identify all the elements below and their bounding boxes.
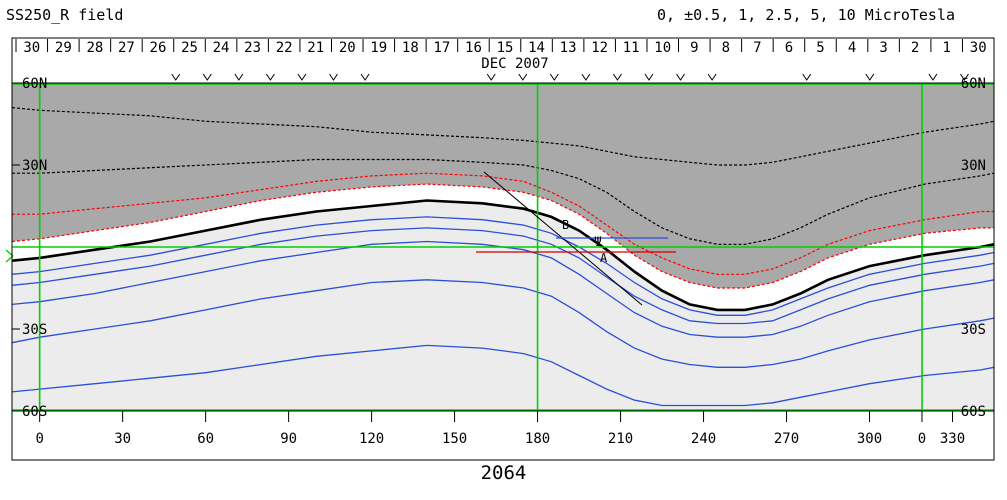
lon-tick-label: 240 — [691, 431, 716, 447]
day-tick-label: 17 — [433, 40, 450, 56]
synoptic-map-chart: B Ψ A 30 29 28 27 26 25 24 23 22 21 20 19 18 17 16 15 14… — [5, 37, 995, 461]
v-mark — [171, 73, 181, 81]
month-label: DEC 2007 — [481, 56, 548, 72]
latitude-labels: 60N 60N 30N 30N 30S 30S 60S 60S — [12, 76, 986, 420]
v-mark — [613, 73, 622, 81]
day-tick-label: 3 — [879, 40, 887, 56]
v-mark — [928, 73, 938, 81]
day-tick-label: 29 — [55, 40, 72, 56]
day-tick-label: 26 — [150, 40, 167, 56]
day-tick-label: 16 — [465, 40, 482, 56]
tilt-annotations: B Ψ A — [476, 171, 676, 306]
day-tick-label: 1 — [942, 40, 950, 56]
v-mark — [802, 73, 812, 81]
lon-tick-label: 60 — [197, 431, 214, 447]
day-tick-label: 5 — [816, 40, 824, 56]
lon-tick-label: 330 — [940, 431, 965, 447]
v-mark — [960, 73, 969, 81]
lon-tick-label: 300 — [857, 431, 882, 447]
contour-neg-7 — [11, 240, 995, 338]
contour-legend: 0, ±0.5, 1, 2.5, 5, 10 MicroTesla — [656, 6, 955, 24]
v-mark — [202, 73, 212, 81]
v-mark — [581, 73, 591, 81]
grid-lines — [5, 83, 994, 411]
lon-tick-label: 120 — [359, 431, 384, 447]
v-mark — [707, 73, 717, 81]
day-tick-labels: 30 29 28 27 26 25 24 23 22 21 20 19 18 17 16 15 14 13 12 11… — [15, 39, 987, 56]
annotation-a: A — [600, 251, 608, 265]
day-tick-label: 27 — [118, 40, 135, 56]
v-mark — [676, 73, 685, 81]
day-tick-label: 23 — [244, 40, 261, 56]
v-mark — [234, 73, 244, 81]
contour-neg-8 — [11, 279, 995, 368]
day-tick-label: 18 — [402, 40, 419, 56]
lon-tick-label: 180 — [525, 431, 550, 447]
lon-tick-label: 0 — [918, 431, 926, 447]
day-tick-label: 21 — [307, 40, 324, 56]
lat-label-left: 30N — [22, 158, 47, 174]
day-tick-label: 8 — [722, 40, 730, 56]
day-tick-label: 30 — [970, 40, 987, 56]
v-mark — [644, 73, 654, 81]
annotation-psi: Ψ — [594, 235, 602, 250]
day-tick-label: 19 — [370, 40, 387, 56]
lat-label-right: 60S — [961, 404, 986, 420]
v-mark — [360, 73, 370, 81]
day-tick-label: 28 — [86, 40, 103, 56]
day-tick-label: 2 — [911, 40, 919, 56]
day-tick-label: 25 — [181, 40, 198, 56]
rotation-number: 2064 — [480, 462, 527, 484]
day-tick-label: 24 — [213, 40, 230, 56]
lat-label-left: 60S — [22, 404, 47, 420]
day-tick-label: 11 — [623, 40, 640, 56]
lon-tick-label: 0 — [35, 431, 43, 447]
plot-frame — [11, 37, 995, 461]
v-mark — [518, 73, 528, 81]
contour-pos-4 — [12, 158, 995, 245]
v-mark — [865, 73, 875, 81]
day-tick-label: 22 — [276, 40, 293, 56]
annotation-b: B — [562, 218, 569, 232]
day-tick-label: 9 — [690, 40, 698, 56]
day-tick-label: 7 — [753, 40, 761, 56]
day-tick-label: 15 — [497, 40, 514, 56]
chart-title: SS250_R field — [6, 6, 124, 24]
contour-pos-1 — [11, 183, 994, 289]
contour-neutral-0 — [11, 199, 995, 312]
contour-neg-6 — [11, 227, 995, 325]
contour-neg-9 — [11, 344, 995, 407]
day-tick-label: 30 — [23, 40, 40, 56]
day-tick-label: 20 — [339, 40, 356, 56]
lat-label-left: 30S — [22, 322, 47, 338]
lon-tick-label: 90 — [280, 431, 297, 447]
contour-neg-5 — [11, 216, 995, 316]
contour-pos-3 — [11, 107, 995, 166]
day-tick-label: 4 — [848, 40, 856, 56]
v-mark — [329, 73, 338, 81]
lon-tick-label: 270 — [774, 431, 799, 447]
weak-field-band — [12, 184, 994, 310]
v-mark — [486, 73, 496, 81]
v-mark — [549, 73, 559, 81]
v-mark — [265, 73, 275, 81]
longitude-tick-labels: 0 30 60 90 120 150 180 210 240 270 300 330 0 — [35, 411, 965, 447]
v-marks — [171, 73, 969, 81]
day-tick-label: 12 — [591, 40, 608, 56]
day-tick-label: 6 — [785, 40, 793, 56]
lon-tick-label: 150 — [442, 431, 467, 447]
lat-label-right: 60N — [961, 76, 986, 92]
lat-label-right: 30N — [961, 158, 986, 174]
lat-label-left: 60N — [22, 76, 47, 92]
day-tick-label: 10 — [654, 40, 671, 56]
day-tick-label: 13 — [560, 40, 577, 56]
lat-label-right: 30S — [961, 322, 986, 338]
lon-tick-label: 210 — [608, 431, 633, 447]
v-mark — [297, 73, 307, 81]
day-tick-label: 14 — [528, 40, 545, 56]
lon-tick-label: 30 — [114, 431, 131, 447]
